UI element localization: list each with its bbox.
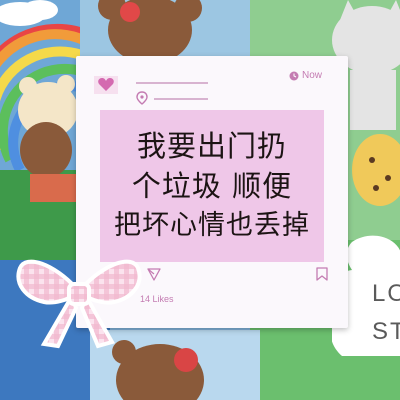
now-indicator: Now: [289, 70, 322, 81]
location-placeholder-line: [154, 98, 208, 100]
location-pin-icon: [136, 90, 148, 105]
title-placeholder-line: [136, 82, 208, 84]
likes-count: 14 Likes: [140, 294, 174, 304]
clock-icon: [289, 71, 299, 80]
message-line-3: 把坏心情也丢掉: [114, 210, 310, 241]
heart-icon: [92, 74, 120, 96]
cloud-text-line-2: ST: [372, 318, 400, 345]
cloud-text-line-1: LO: [372, 280, 400, 307]
send-icon[interactable]: [146, 266, 162, 282]
cookie-illustration: [352, 134, 400, 206]
message-panel: 我要出门扔 个垃圾 顺便 把坏心情也丢掉: [100, 110, 324, 262]
brown-bear-illustration: [98, 0, 202, 64]
bookmark-icon[interactable]: [316, 266, 328, 281]
cloud-sign: [332, 235, 400, 356]
cream-bear-illustration: [18, 75, 78, 178]
bottom-bear-illustration: [112, 340, 204, 400]
message-line-2: 个垃圾 顺便: [131, 169, 293, 203]
now-label: Now: [301, 70, 322, 81]
grey-cat-illustration: [332, 0, 400, 130]
bow-sticker: [16, 259, 142, 349]
message-line-1: 我要出门扔: [136, 129, 287, 163]
